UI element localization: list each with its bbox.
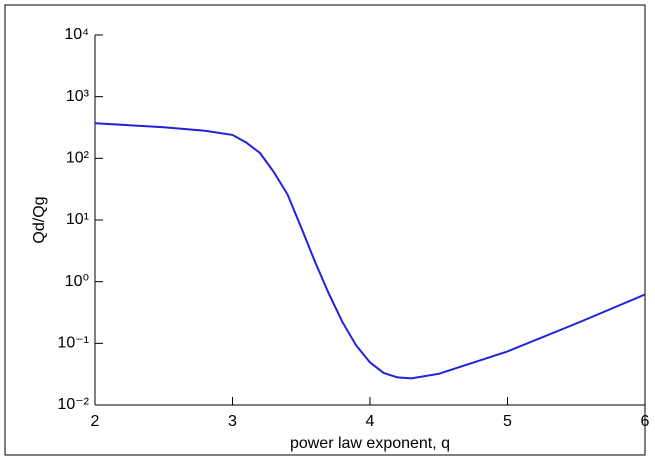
y-tick-label: 10⁻² [57,396,89,413]
y-tick-label: 10⁰ [65,273,89,290]
x-tick-label: 6 [641,413,650,430]
y-axis-label: Qd/Qg [31,196,48,243]
y-tick-label: 10² [66,150,90,167]
y-tick-label: 10¹ [66,211,89,228]
data-line [94,122,646,380]
x-tick-label: 5 [503,413,512,430]
x-tick-label: 4 [366,413,375,430]
x-tick-label: 3 [228,413,237,430]
frame [4,4,646,456]
x-axis-label: power law exponent, q [290,435,450,452]
x-tick-label: 2 [91,413,100,430]
y-tick-label: 10⁴ [64,26,89,43]
y-tick-label: 10⁻¹ [57,335,89,352]
y-tick-label: 10³ [66,88,90,105]
